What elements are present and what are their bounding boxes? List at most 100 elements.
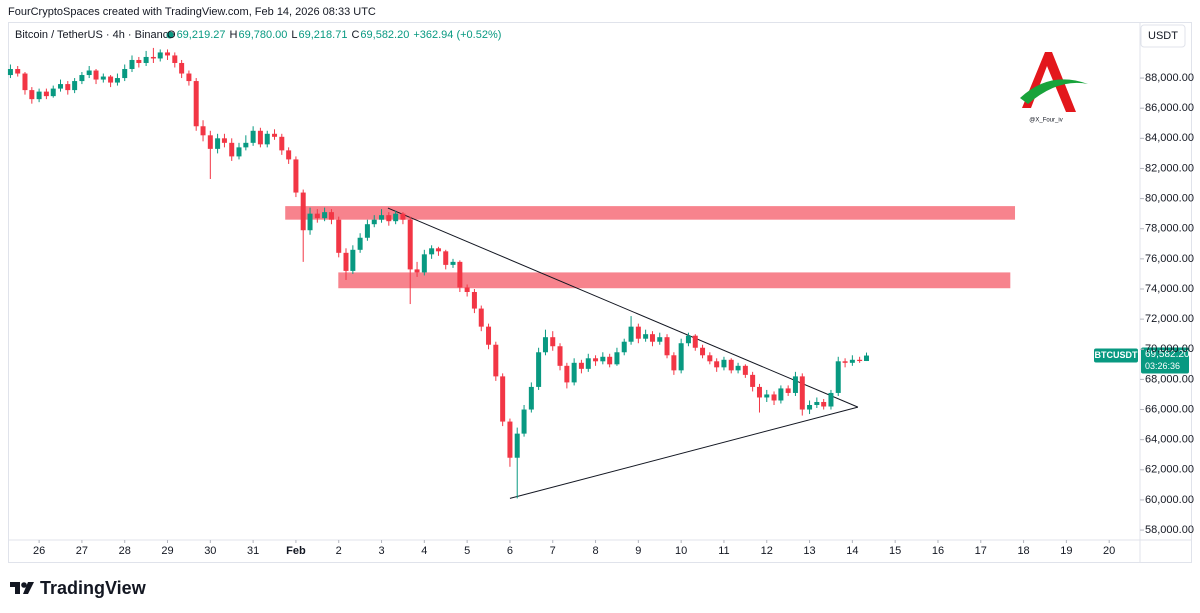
- candle-body: [293, 159, 299, 193]
- tag-countdown: 03:26:36: [1145, 361, 1180, 371]
- logo-dot: [21, 582, 27, 588]
- candle-body: [486, 326, 492, 345]
- candle-body: [507, 421, 513, 458]
- candle-body: [814, 401, 820, 406]
- legend-change: +362.94 (+0.52%): [413, 29, 501, 41]
- candle-body: [29, 90, 35, 100]
- candle-body: [100, 76, 106, 80]
- y-tick-label: 60,000.00: [1145, 494, 1194, 506]
- logo-a: [1022, 52, 1076, 112]
- candle-body: [664, 337, 670, 356]
- candle-body: [207, 135, 213, 149]
- candle-body: [136, 59, 142, 63]
- candle-body: [600, 356, 606, 362]
- candle-body: [393, 213, 399, 222]
- candle-body: [450, 261, 456, 265]
- candle-body: [493, 344, 499, 377]
- candle-body: [307, 213, 313, 231]
- candle-body: [799, 376, 805, 410]
- x-tick-label: 18: [1017, 545, 1029, 557]
- ohlc-legend: O 69,219.27 H 69,780.00 L 69,218.71 C 69,582.20…: [167, 29, 501, 41]
- candle-body: [542, 337, 548, 353]
- candle-body: [585, 358, 591, 369]
- candle-body: [379, 215, 385, 220]
- candle-body: [400, 213, 406, 220]
- candle-body: [842, 361, 848, 363]
- y-tick-label: 66,000.00: [1145, 403, 1194, 415]
- x-tick-label: 2: [336, 545, 342, 557]
- legend-value: 69,219.27: [177, 29, 226, 41]
- candle-body: [186, 73, 192, 82]
- x-tick-label: 6: [507, 545, 513, 557]
- x-tick-label: 29: [161, 545, 173, 557]
- candle-body: [336, 219, 342, 253]
- candle-body: [165, 52, 171, 56]
- candle-body: [421, 254, 427, 273]
- candle-body: [264, 133, 270, 145]
- candle-body: [457, 261, 463, 288]
- candle-body: [43, 91, 49, 97]
- candle-body: [143, 56, 149, 63]
- candle-body: [272, 133, 278, 137]
- candle-body: [386, 215, 392, 222]
- candle-body: [692, 335, 698, 348]
- logo-mark: [10, 582, 20, 594]
- x-tick-label: 31: [247, 545, 259, 557]
- candle-body: [122, 69, 128, 79]
- tag-symbol-bg: [1094, 348, 1138, 363]
- candle-body: [756, 386, 762, 398]
- candle-body: [435, 248, 441, 252]
- candle-body: [714, 361, 720, 368]
- y-tick-label: 62,000.00: [1145, 464, 1194, 476]
- candle-body: [328, 212, 334, 220]
- candle-body: [578, 362, 584, 369]
- candle-body: [15, 69, 21, 74]
- trendline: [509, 406, 859, 499]
- x-tick-label: 12: [761, 545, 773, 557]
- watermark: @X_Four_iv: [1029, 118, 1062, 124]
- x-tick-label: 8: [592, 545, 598, 557]
- candle-body: [179, 62, 185, 74]
- y-tick-label: 84,000.00: [1145, 132, 1194, 144]
- pane-border: [8, 22, 1192, 563]
- candle-body: [700, 347, 706, 356]
- x-tick-label: 27: [76, 545, 88, 557]
- symbol-line: Bitcoin / TetherUS · 4h · Binance: [15, 29, 174, 41]
- candle-body: [785, 388, 791, 393]
- currency-box: [1140, 24, 1186, 48]
- candle-body: [771, 394, 777, 401]
- candle-body: [322, 212, 328, 219]
- candle-body: [58, 84, 64, 89]
- x-tick-label: 4: [421, 545, 427, 557]
- candle-body: [229, 142, 235, 157]
- x-tick-label: 13: [803, 545, 815, 557]
- candle-body: [343, 252, 349, 271]
- candle-body: [628, 326, 634, 342]
- x-tick-label: 14: [846, 545, 858, 557]
- brand: TradingView: [40, 578, 147, 598]
- logo-swoosh: [1020, 79, 1088, 104]
- candle-body: [685, 335, 691, 344]
- tag-symbol: BTCUSDT: [1095, 350, 1138, 360]
- x-tick-label: 3: [378, 545, 384, 557]
- x-tick-label: 7: [550, 545, 556, 557]
- candle-body: [471, 291, 477, 309]
- y-tick-label: 58,000.00: [1145, 524, 1194, 536]
- legend-key: C: [351, 29, 359, 41]
- candle-body: [193, 81, 199, 127]
- x-tick-label: 16: [932, 545, 944, 557]
- y-tick-label: 86,000.00: [1145, 102, 1194, 114]
- candle-body: [93, 70, 99, 80]
- x-tick-label: 9: [635, 545, 641, 557]
- currency: USDT: [1148, 30, 1178, 42]
- candle-body: [257, 130, 263, 145]
- candle-body: [157, 52, 163, 59]
- y-tick-label: 78,000.00: [1145, 223, 1194, 235]
- candle-body: [742, 365, 748, 375]
- candle-body: [371, 219, 377, 225]
- x-tick-label: 30: [204, 545, 216, 557]
- candle-body: [649, 334, 655, 342]
- legend-value: 69,218.71: [299, 29, 348, 41]
- legend-key: H: [230, 29, 238, 41]
- candle-body: [250, 130, 256, 143]
